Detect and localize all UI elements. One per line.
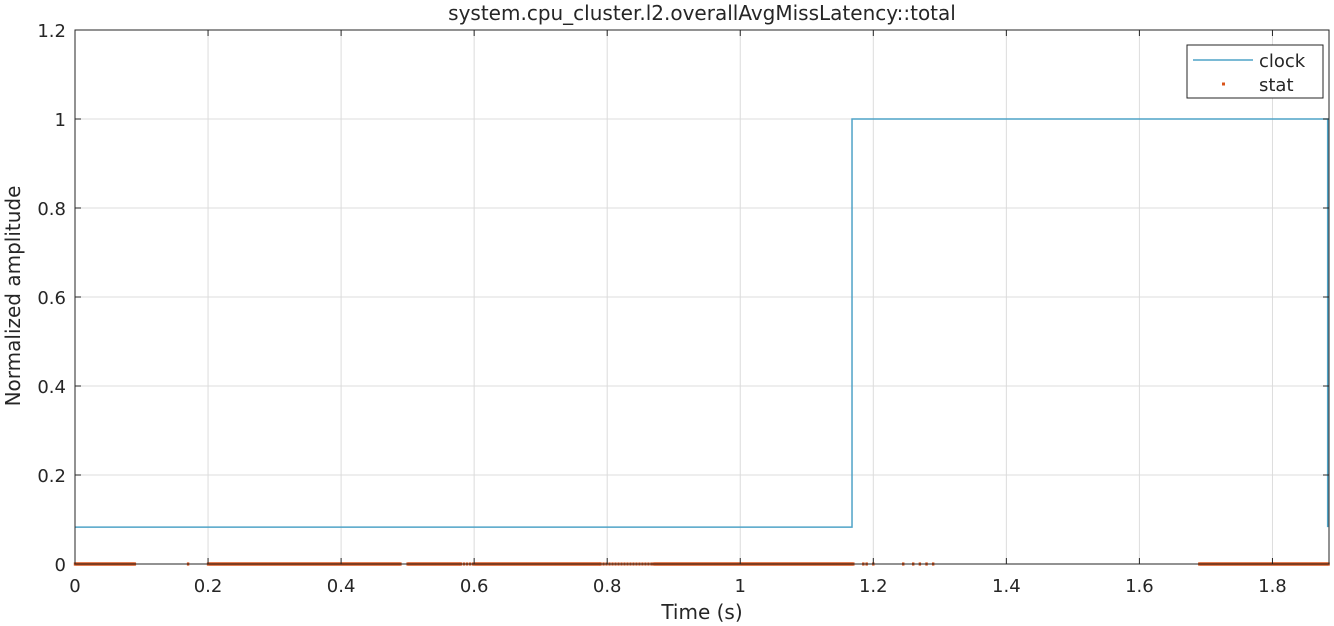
plot-area <box>73 118 1330 566</box>
legend-stat-marker <box>1222 82 1225 86</box>
x-tick-label: 0.6 <box>460 576 489 597</box>
y-tick-label: 0 <box>55 555 66 576</box>
y-axis-label: Normalized amplitude <box>1 186 25 407</box>
legend-clock-label: clock <box>1259 51 1306 72</box>
y-tick-label: 1 <box>55 110 66 131</box>
x-tick-label: 0.2 <box>194 576 223 597</box>
legend-box <box>1186 44 1324 99</box>
y-tick-label: 0.8 <box>37 199 66 220</box>
x-axis-label: Time (s) <box>660 600 742 624</box>
clock-series-line <box>75 118 1329 528</box>
y-tick-label: 0.2 <box>37 466 66 487</box>
grid <box>74 29 1329 565</box>
ticks: 0 0.2 0.4 0.6 0.8 1 1.2 1.4 1.6 1.8 0 0.2 0.4 0.6 0.8 1… <box>37 21 1329 597</box>
y-tick-label: 1.2 <box>37 21 66 42</box>
x-tick-label: 0.8 <box>593 576 622 597</box>
y-tick-label: 0.6 <box>37 288 66 309</box>
x-tick-label: 1.8 <box>1258 576 1287 597</box>
x-tick-label: 1.6 <box>1125 576 1154 597</box>
chart-title: system.cpu_cluster.l2.overallAvgMissLate… <box>448 1 956 25</box>
x-tick-label: 0.4 <box>327 576 356 597</box>
legend: clock stat <box>1186 44 1324 99</box>
legend-stat-label: stat <box>1259 75 1294 96</box>
x-tick-label: 1 <box>735 576 746 597</box>
x-tick-label: 1.2 <box>859 576 888 597</box>
x-tick-label: 1.4 <box>992 576 1021 597</box>
x-tick-label: 0 <box>69 576 80 597</box>
y-tick-label: 0.4 <box>37 377 66 398</box>
